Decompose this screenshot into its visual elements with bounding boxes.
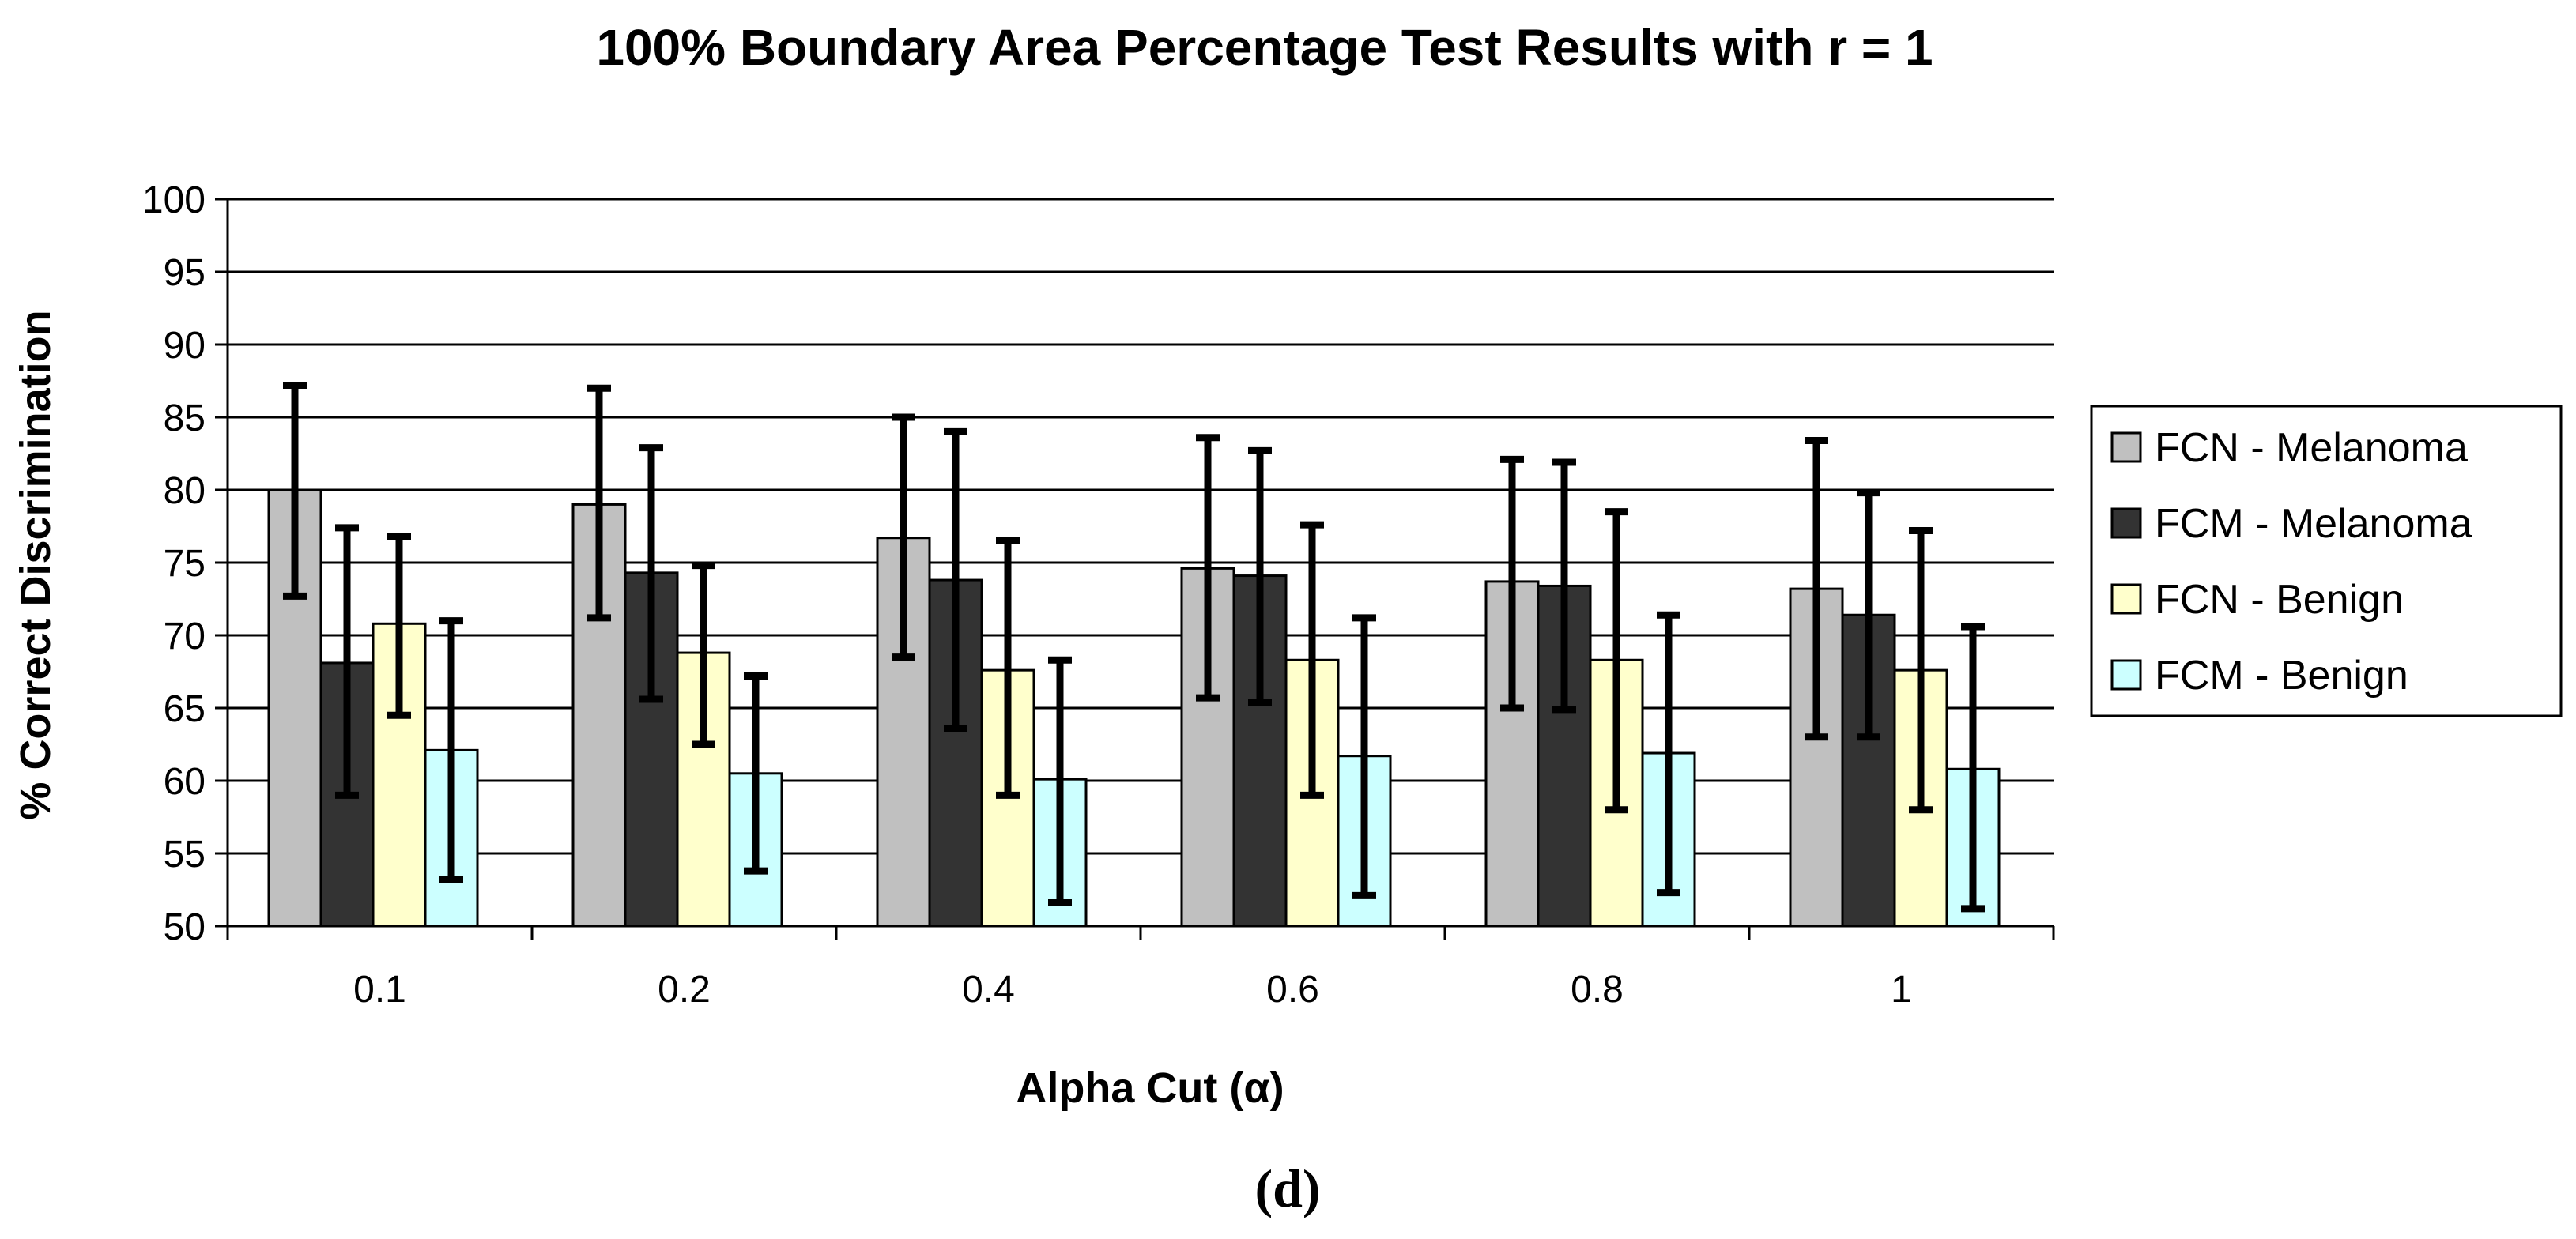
legend-swatch: [2110, 583, 2142, 615]
x-tick-labels: 0.1 0.2 0.4 0.6 0.8 1: [353, 969, 1912, 1011]
y-tick-label: 55: [164, 834, 206, 876]
y-tick-label: 90: [164, 325, 206, 367]
y-tick-label: 75: [164, 543, 206, 585]
legend-label: FCM - Melanoma: [2155, 501, 2472, 547]
axes: [215, 198, 2055, 940]
chart-title: 100% Boundary Area Percentage Test Resul…: [596, 19, 1933, 76]
legend-swatch: [2110, 507, 2142, 539]
y-axis-label: % Correct Discrimination: [12, 310, 59, 819]
y-tick-label: 80: [164, 470, 206, 512]
x-tick-label: 0.4: [962, 969, 1015, 1011]
y-tick-label: 95: [164, 252, 206, 294]
legend: FCN - Melanoma FCM - Melanoma FCN - Benign…: [2090, 405, 2563, 717]
x-tick-label: 0.8: [1571, 969, 1624, 1011]
legend-label: FCM - Benign: [2155, 653, 2408, 699]
y-tick-label: 60: [164, 761, 206, 803]
y-tick-label: 50: [164, 906, 206, 948]
gridlines: [228, 198, 2054, 928]
y-tick-label: 70: [164, 616, 206, 657]
y-tick-labels: 50 55 60 65 70 75 80 85 90 95 100: [142, 179, 206, 948]
x-tick-label: 0.6: [1266, 969, 1319, 1011]
x-axis-label: Alpha Cut (α): [1016, 1064, 1284, 1112]
legend-box: [2090, 405, 2563, 717]
x-tick-label: 0.2: [658, 969, 711, 1011]
legend-label: FCN - Benign: [2155, 577, 2404, 623]
error-bars: [283, 382, 1985, 913]
legend-label: FCN - Melanoma: [2155, 425, 2468, 471]
legend-swatch: [2110, 431, 2142, 463]
x-tick-label: 0.1: [353, 969, 406, 1011]
legend-swatch: [2110, 659, 2142, 691]
x-tick-label: 1: [1891, 969, 1912, 1011]
figure-caption: (d): [1254, 1158, 1320, 1218]
y-tick-label: 65: [164, 688, 206, 730]
y-tick-label: 100: [142, 179, 206, 221]
y-tick-label: 85: [164, 397, 206, 439]
